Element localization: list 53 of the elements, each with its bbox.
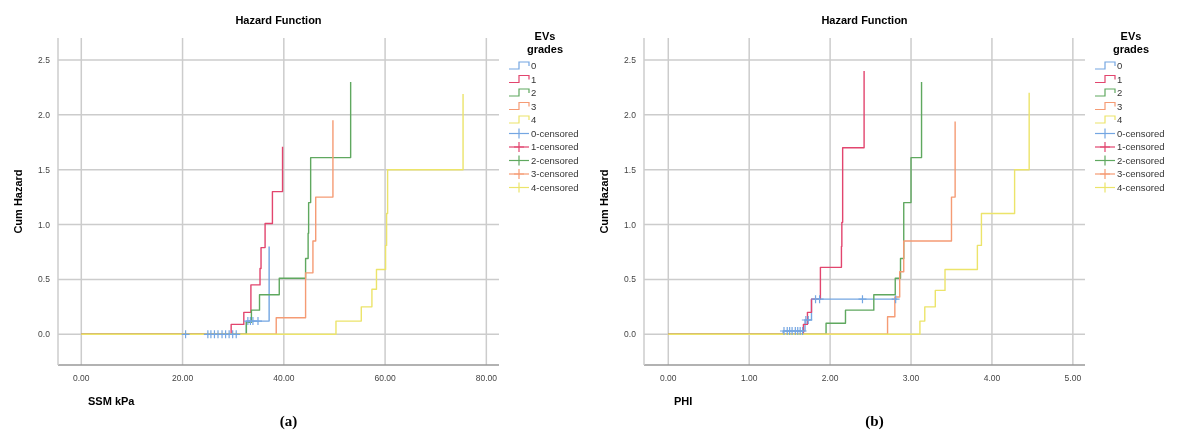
x-tick-label: 2.00: [821, 373, 839, 383]
y-tick-label: 2.0: [624, 109, 637, 120]
legend-label: 2: [531, 87, 537, 99]
legend-label: 1: [1117, 73, 1123, 85]
legend-label: 0: [531, 60, 537, 72]
legend-label: 3-censored: [531, 168, 579, 180]
y-tick-label: 0.0: [38, 329, 51, 340]
chart-title: Hazard Function: [235, 14, 322, 26]
y-axis-title: Cum Hazard: [12, 169, 24, 234]
legend-title: EVs grades: [1112, 30, 1150, 55]
y-tick-label: 2.5: [38, 54, 51, 65]
y-tick-label: 0.5: [38, 274, 51, 285]
x-axis-title: SSM kPa: [88, 395, 136, 407]
y-tick-label: 2.0: [38, 109, 51, 120]
legend-title: EVs grades: [526, 30, 564, 55]
y-tick-label: 1.0: [38, 219, 51, 230]
y-tick-label: 1.5: [38, 164, 51, 175]
legend-label: 1: [531, 73, 537, 85]
y-tick-label: 1.0: [624, 219, 637, 230]
y-tick-label: 0.5: [624, 274, 637, 285]
x-tick-label: 5.00: [1064, 373, 1082, 383]
x-tick-label: 0.00: [660, 373, 677, 383]
x-axis-title: PHI: [674, 395, 693, 407]
x-tick-label: 20.00: [171, 373, 194, 383]
x-tick-label: 60.00: [374, 373, 396, 383]
y-tick-label: 1.5: [624, 164, 637, 175]
legend-label: 3: [1117, 100, 1123, 112]
legend-label: 0: [1117, 60, 1123, 72]
legend-label: 4-censored: [531, 181, 579, 193]
text: (a): [279, 413, 298, 430]
x-tick-label: 80.00: [475, 373, 498, 383]
x-tick-label: 0.00: [73, 373, 90, 383]
y-tick-label: 0.0: [624, 329, 637, 340]
legend-label: 4: [531, 114, 537, 126]
legend-label: 4: [1117, 114, 1123, 126]
y-axis-title: Cum Hazard: [598, 169, 610, 234]
legend-label: 3: [531, 100, 537, 112]
text: (b): [865, 413, 884, 430]
legend-label: 4-censored: [1117, 181, 1165, 193]
x-tick-label: 4.00: [983, 373, 1001, 383]
legend-label: 1-censored: [1117, 141, 1165, 153]
x-tick-label: 1.00: [740, 373, 758, 383]
legend-label: 1-censored: [531, 141, 579, 153]
y-tick-label: 2.5: [624, 54, 637, 65]
x-tick-label: 40.00: [273, 373, 295, 383]
legend-label: 3-censored: [1117, 168, 1165, 180]
legend-label: 0-censored: [531, 127, 579, 139]
x-tick-label: 3.00: [902, 373, 920, 383]
legend-label: 2-censored: [531, 154, 579, 166]
legend-label: 2: [1117, 87, 1123, 99]
chart-title: Hazard Function: [821, 14, 908, 26]
legend-label: 0-censored: [1117, 127, 1165, 139]
legend-label: 2-censored: [1117, 154, 1165, 166]
